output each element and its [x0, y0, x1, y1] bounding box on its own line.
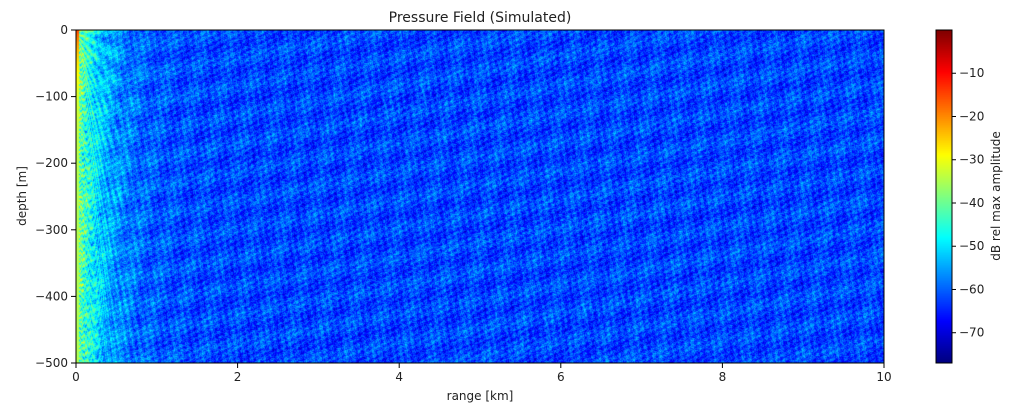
x-tick-label: 8 [719, 370, 727, 384]
x-tick-label: 2 [234, 370, 242, 384]
y-tick-label: −500 [35, 356, 68, 370]
y-tick-label: −400 [35, 289, 68, 303]
colorbar-tick-label: −40 [959, 196, 984, 210]
y-tick-label: −300 [35, 223, 68, 237]
y-tick-label: 0 [60, 23, 68, 37]
x-axis: 0 2 4 6 8 10 [72, 363, 892, 384]
colorbar-tick-label: −50 [959, 239, 984, 253]
x-tick-label: 10 [876, 370, 891, 384]
y-tick-label: −100 [35, 90, 68, 104]
colorbar-frame [935, 29, 953, 364]
x-tick-label: 6 [557, 370, 565, 384]
colorbar-gradient [936, 30, 952, 363]
x-tick-label: 4 [395, 370, 403, 384]
colorbar-tick-label: −70 [959, 326, 984, 340]
y-axis-label: depth [m] [15, 166, 29, 226]
chart-title: Pressure Field (Simulated) [389, 10, 572, 26]
y-axis: 0 −100 −200 −300 −400 −500 [35, 23, 76, 370]
pressure-field-heatmap [76, 30, 884, 363]
colorbar-tick-label: −20 [959, 109, 984, 123]
colorbar-label: dB rel max amplitude [989, 131, 1003, 260]
x-tick-label: 0 [72, 370, 80, 384]
colorbar-tick-label: −10 [959, 66, 984, 80]
colorbar-axis: −10 −20 −30 −40 −50 −60 −70 [952, 66, 984, 340]
colorbar-tick-label: −60 [959, 282, 984, 296]
y-tick-label: −200 [35, 156, 68, 170]
plot-frame [75, 29, 885, 364]
colorbar-tick-label: −30 [959, 153, 984, 167]
x-axis-label: range [km] [447, 389, 514, 403]
